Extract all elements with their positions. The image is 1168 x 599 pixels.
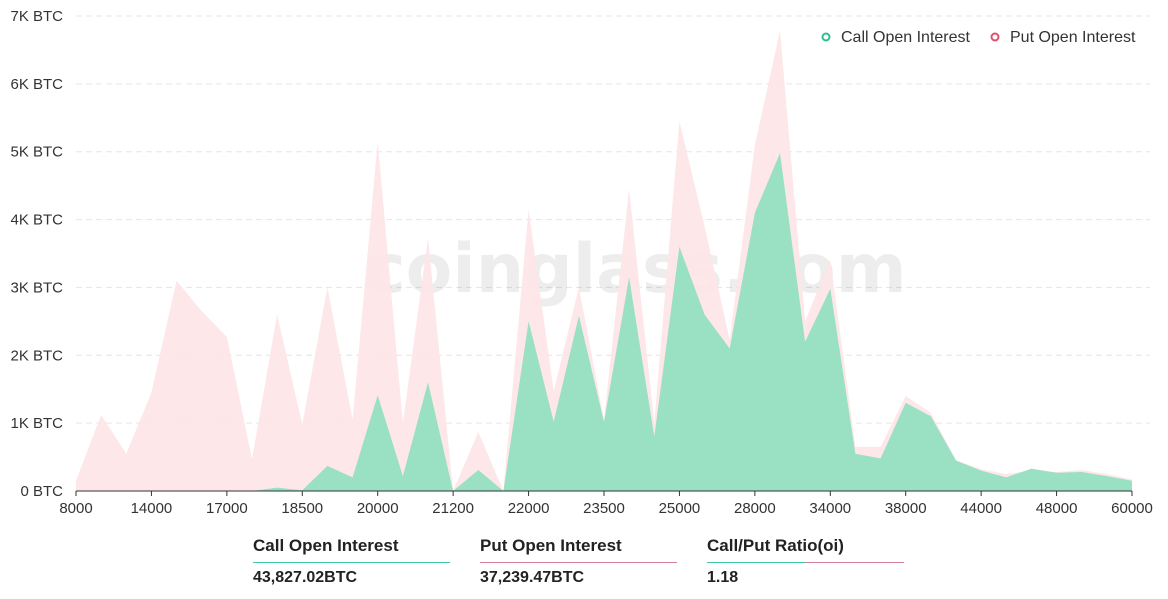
legend-label: Put Open Interest xyxy=(1010,29,1136,46)
x-tick-label: 23500 xyxy=(583,500,625,517)
x-tick-label: 14000 xyxy=(131,500,173,517)
series-areas xyxy=(76,30,1132,492)
x-tick-label: 25000 xyxy=(659,500,701,517)
y-tick-label: 3K BTC xyxy=(10,279,63,296)
y-tick-label: 5K BTC xyxy=(10,144,63,161)
stat-label: Put Open Interest xyxy=(480,536,677,563)
y-tick-label: 7K BTC xyxy=(10,8,63,25)
stat-call-put-ratio: Call/Put Ratio(oi) 1.18 xyxy=(707,536,904,587)
y-tick-label: 2K BTC xyxy=(10,347,63,364)
stat-value: 1.18 xyxy=(707,569,739,586)
legend-marker-icon xyxy=(821,32,831,42)
summary-stats: Call Open Interest 43,827.02BTC Put Open… xyxy=(253,536,904,587)
x-tick-label: 44000 xyxy=(960,500,1002,517)
x-tick-label: 8000 xyxy=(59,500,92,517)
y-axis-labels: 0 BTC 1K BTC 2K BTC 3K BTC 4K BTC 5K BTC 6K BT… xyxy=(10,8,63,500)
x-tick-label: 22000 xyxy=(508,500,550,517)
legend-label: Call Open Interest xyxy=(841,29,971,46)
x-tick-label: 38000 xyxy=(885,500,927,517)
y-tick-label: 6K BTC xyxy=(10,76,63,93)
x-tick-label: 48000 xyxy=(1036,500,1078,517)
legend-item-put[interactable]: Put Open Interest xyxy=(990,29,1136,46)
stat-label: Call Open Interest xyxy=(253,536,450,563)
y-tick-label: 0 BTC xyxy=(20,483,63,500)
x-tick-label: 60000 xyxy=(1111,500,1153,517)
stat-label: Call/Put Ratio(oi) xyxy=(707,536,904,563)
put-open-interest-area xyxy=(76,30,1132,492)
legend-item-call[interactable]: Call Open Interest xyxy=(821,29,971,46)
y-tick-label: 1K BTC xyxy=(10,415,63,432)
x-tick-label: 18500 xyxy=(281,500,323,517)
x-tick-label: 34000 xyxy=(809,500,851,517)
stat-value: 43,827.02BTC xyxy=(253,569,358,586)
legend: Call Open Interest Put Open Interest xyxy=(821,29,1136,46)
stat-value: 37,239.47BTC xyxy=(480,569,585,586)
x-tick-label: 17000 xyxy=(206,500,248,517)
grid-lines xyxy=(76,15,1150,424)
x-axis: 8000 14000 17000 18500 20000 21200 22000 23500 2… xyxy=(59,490,1153,517)
open-interest-chart: 0 BTC 1K BTC 2K BTC 3K BTC 4K BTC 5K BTC 6K BT… xyxy=(10,8,1153,517)
x-tick-label: 28000 xyxy=(734,500,776,517)
x-tick-label: 20000 xyxy=(357,500,399,517)
x-tick-label: 21200 xyxy=(432,500,474,517)
stat-put-open-interest: Put Open Interest 37,239.47BTC xyxy=(480,536,677,587)
legend-marker-icon xyxy=(990,32,1000,42)
y-tick-label: 4K BTC xyxy=(10,212,63,229)
stat-call-open-interest: Call Open Interest 43,827.02BTC xyxy=(253,536,450,587)
call-open-interest-area xyxy=(76,153,1132,491)
